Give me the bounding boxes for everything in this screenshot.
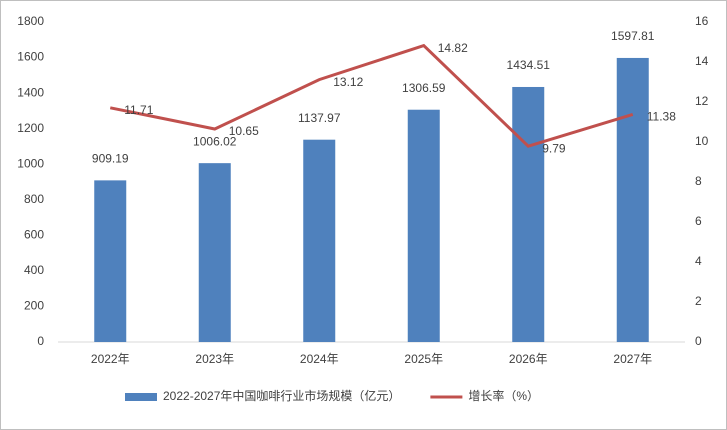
x-tick-label: 2022年	[91, 352, 130, 366]
y2-tick-label: 2	[695, 294, 702, 308]
line-value-label: 10.65	[229, 124, 259, 138]
bar-value-label: 909.19	[92, 152, 129, 166]
line-value-label: 11.38	[647, 110, 676, 124]
line-value-label: 14.82	[438, 41, 468, 55]
y-tick-label: 200	[24, 299, 44, 313]
legend-label: 2022-2027年中国咖啡行业市场规模（亿元）	[163, 388, 400, 403]
line-value-label: 9.79	[542, 141, 566, 155]
y2-tick-label: 6	[695, 214, 702, 228]
bar	[94, 180, 127, 342]
bar	[512, 86, 545, 342]
x-tick-label: 2025年	[404, 352, 443, 366]
y2-tick-label: 14	[695, 54, 709, 68]
y-tick-label: 1600	[17, 50, 44, 64]
bar-value-label: 1434.51	[507, 58, 551, 72]
y-tick-label: 1400	[17, 85, 44, 99]
bar-value-label: 1006.02	[193, 134, 237, 148]
line	[109, 43, 634, 148]
y2-tick-label: 16	[695, 14, 709, 28]
bar	[407, 109, 440, 342]
x-tick-label: 2026年	[509, 352, 548, 366]
y-tick-label: 0	[37, 334, 44, 348]
y2-tick-label: 12	[695, 94, 709, 108]
bar	[616, 57, 649, 343]
y-tick-label: 1000	[17, 156, 44, 170]
y2-tick-label: 10	[695, 134, 709, 148]
x-tick-label: 2023年	[195, 352, 234, 366]
y-tick-label: 600	[24, 228, 44, 242]
legend-swatch	[125, 393, 157, 401]
bar-value-label: 1306.59	[402, 81, 446, 95]
y2-tick-label: 4	[695, 254, 702, 268]
bar-value-label: 1137.97	[298, 111, 341, 125]
bar	[303, 139, 336, 342]
bar	[198, 163, 231, 342]
legend-label: 增长率（%）	[468, 388, 539, 403]
x-tick-label: 2027年	[613, 352, 652, 366]
y-tick-label: 800	[24, 192, 44, 206]
y2-tick-label: 8	[695, 174, 702, 188]
y2-tick-label: 0	[695, 334, 702, 348]
y-tick-label: 400	[24, 263, 44, 277]
x-tick-label: 2024年	[300, 352, 339, 366]
line-value-label: 11.71	[124, 103, 153, 117]
y-tick-label: 1200	[17, 121, 44, 135]
y-tick-label: 1800	[17, 14, 44, 28]
bar-value-label: 1597.81	[611, 29, 655, 43]
line-value-label: 13.12	[333, 75, 363, 89]
